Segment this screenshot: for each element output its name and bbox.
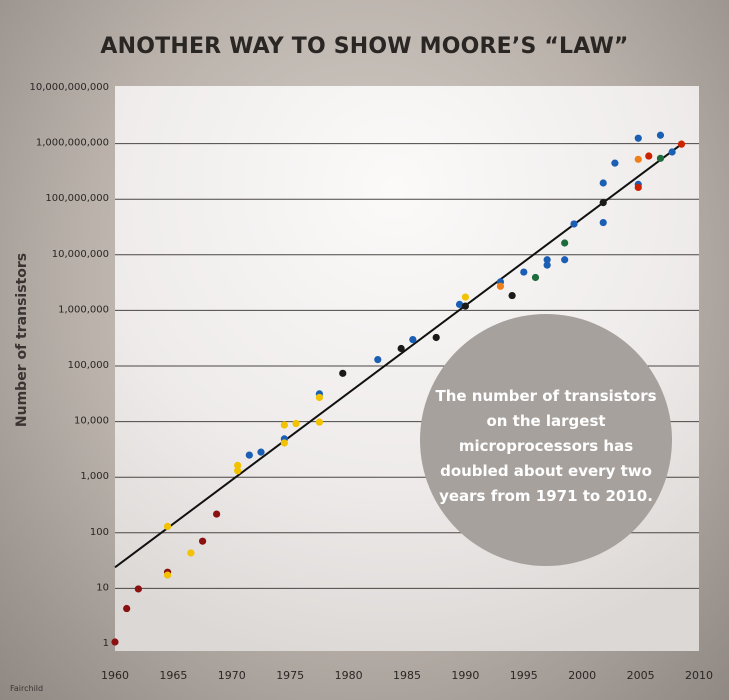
data-point [163, 522, 172, 530]
data-point [543, 256, 551, 264]
data-point [561, 239, 569, 247]
data-point [280, 439, 288, 447]
data-point [292, 419, 300, 428]
data-point [123, 604, 131, 613]
data-point [339, 369, 347, 377]
y-tick-label: 1,000,000 [58, 304, 109, 315]
data-point [213, 510, 221, 518]
annotation-circle [420, 314, 672, 566]
annotation-text: The number of transistors on the largest… [435, 387, 657, 505]
data-point [561, 256, 569, 264]
source-label: Fairchild [10, 684, 44, 693]
data-point [234, 461, 242, 470]
data-point [163, 571, 172, 579]
y-tick-label: 10 [96, 582, 109, 593]
x-tick-label: 1980 [335, 669, 363, 682]
x-tick-label: 1985 [393, 669, 421, 682]
data-point [455, 300, 464, 309]
data-point [645, 152, 653, 160]
data-point [409, 335, 417, 344]
data-point [134, 585, 142, 593]
trend-line [114, 143, 683, 569]
data-point [508, 291, 516, 300]
data-point [245, 451, 253, 459]
data-point [461, 302, 469, 310]
data-point [634, 183, 642, 192]
y-tick-label: 100,000 [68, 360, 109, 371]
x-tick-label: 1970 [218, 669, 246, 682]
data-point [611, 159, 619, 167]
data-point [656, 154, 665, 162]
x-tick-labels: 1960 1965 1970 1975 1980 1985 1990 1995 2000 2005… [101, 669, 713, 682]
data-point [374, 355, 382, 364]
y-tick-label: 10,000 [74, 416, 109, 427]
y-tick-label: 1,000 [80, 471, 109, 482]
data-point [634, 134, 642, 142]
data-point [677, 140, 686, 148]
data-point [315, 393, 323, 402]
data-point [668, 148, 676, 156]
data-point [599, 198, 607, 207]
data-point [634, 155, 642, 163]
data-point [234, 467, 242, 475]
data-points [111, 131, 686, 646]
y-tick-label: 100,000,000 [45, 193, 109, 204]
x-tick-label: 1975 [276, 669, 304, 682]
data-point [599, 218, 607, 227]
chart-title: ANOTHER WAY TO SHOW MOORE’S “LAW” [100, 34, 629, 59]
data-point [543, 261, 551, 269]
data-point [461, 293, 469, 301]
data-point [432, 333, 440, 342]
x-tick-label: 2005 [627, 669, 655, 682]
data-point [257, 448, 265, 456]
y-tick-labels: 1 10 100 1,000 10,000 100,000 1,000,000 10,000,… [29, 82, 109, 649]
y-tick-label: 100 [90, 527, 109, 538]
y-tick-label: 10,000,000 [52, 249, 109, 260]
x-tick-label: 1995 [510, 669, 538, 682]
data-point [280, 421, 288, 429]
x-tick-label: 2000 [568, 669, 596, 682]
x-tick-label: 1965 [159, 669, 187, 682]
y-tick-label: 10,000,000,000 [29, 82, 109, 93]
data-point [570, 220, 578, 228]
x-tick-label: 1960 [101, 669, 129, 682]
data-point [199, 537, 207, 545]
data-point [520, 268, 528, 276]
data-point [531, 273, 540, 282]
data-point [599, 179, 607, 187]
data-point [656, 131, 665, 139]
data-point [496, 282, 505, 290]
x-tick-label: 2010 [685, 669, 713, 682]
y-tick-label: 1,000,000,000 [36, 138, 109, 149]
data-point [111, 638, 119, 646]
data-point [187, 549, 195, 557]
data-point [315, 418, 323, 426]
data-point [397, 344, 405, 353]
y-tick-label: 1 [103, 638, 109, 649]
x-tick-label: 1990 [451, 669, 479, 682]
